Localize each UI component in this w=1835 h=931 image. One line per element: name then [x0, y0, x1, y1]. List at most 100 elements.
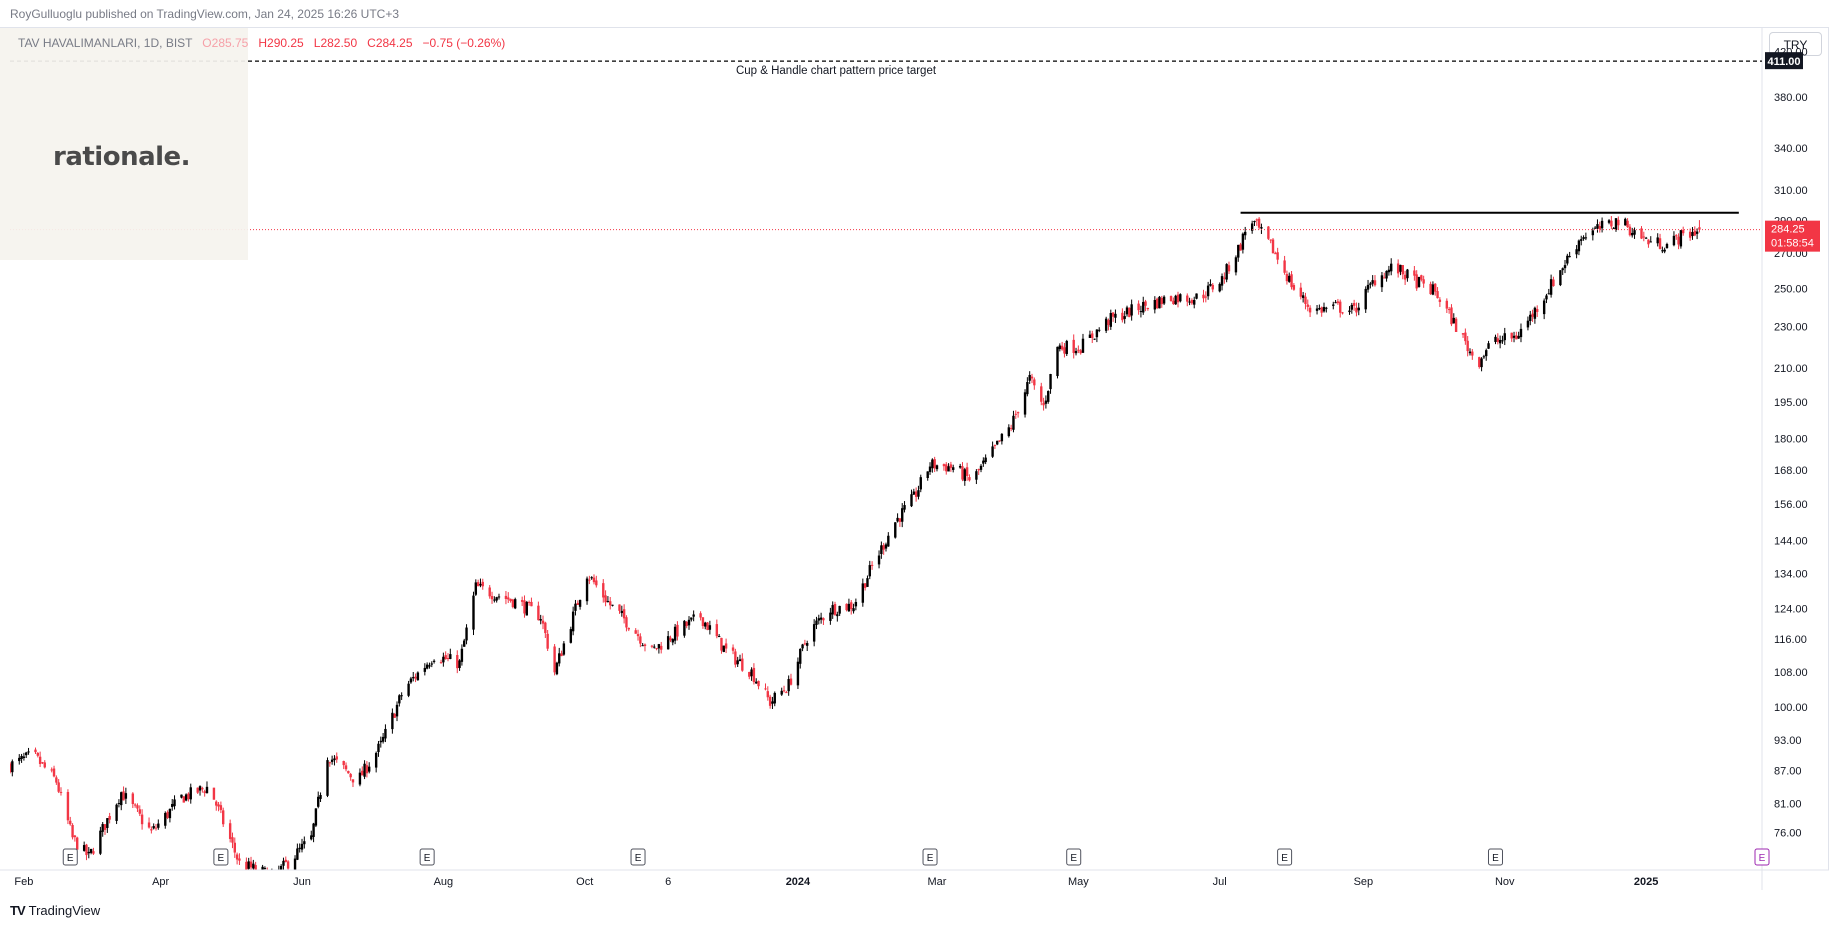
candle-body: [1255, 219, 1258, 221]
candle-body: [847, 603, 851, 612]
candle: [952, 464, 955, 473]
candle: [124, 787, 128, 804]
candle-body: [319, 795, 322, 799]
candle-body: [1206, 285, 1210, 297]
candle: [585, 576, 589, 605]
candle: [203, 789, 206, 797]
candle: [1364, 286, 1367, 313]
candle: [1211, 283, 1214, 293]
candle-body: [708, 625, 712, 630]
candle-body: [379, 740, 382, 743]
candle: [1220, 273, 1224, 291]
candle: [996, 440, 999, 446]
earnings-marker[interactable]: E: [213, 848, 229, 866]
earnings-marker[interactable]: E: [1066, 848, 1082, 866]
candle-body: [187, 793, 190, 800]
candle-body: [1299, 287, 1303, 297]
candle: [942, 463, 946, 471]
candle-body: [1401, 265, 1404, 275]
symbol-label[interactable]: TAV HAVALIMANLARI, 1D, BIST: [18, 36, 193, 50]
candle-body: [138, 809, 141, 814]
candle: [1552, 276, 1555, 287]
candle: [1028, 371, 1031, 384]
candle-body: [1162, 296, 1166, 304]
candle: [847, 598, 851, 613]
candle-body: [1647, 239, 1650, 245]
candle-body: [1559, 270, 1562, 286]
candle: [1494, 334, 1497, 345]
candle-body: [261, 866, 264, 870]
last-price-label: 284.25: [1771, 224, 1805, 236]
candle-body: [562, 643, 566, 655]
candle: [780, 687, 783, 696]
candle: [1468, 348, 1472, 356]
candle: [1478, 356, 1481, 369]
candle: [1649, 236, 1652, 243]
candle-body: [722, 645, 725, 652]
candle-body: [1009, 427, 1013, 429]
candle-body: [639, 636, 642, 644]
candle-body: [1320, 307, 1323, 313]
candle-body: [996, 440, 999, 445]
candle-body: [717, 636, 721, 638]
candle: [479, 578, 482, 588]
candle-body: [912, 491, 916, 495]
candle-body: [588, 579, 591, 581]
candle: [622, 604, 626, 624]
earnings-marker[interactable]: E: [630, 848, 646, 866]
candle-body: [979, 465, 983, 470]
candle: [59, 787, 63, 796]
candle: [833, 601, 837, 616]
earnings-marker[interactable]: E: [419, 848, 435, 866]
candle-body: [1301, 295, 1305, 298]
candle: [815, 616, 818, 630]
candle-body: [829, 612, 832, 621]
candle-body: [1049, 374, 1052, 390]
candle: [1501, 335, 1504, 344]
currency-selector[interactable]: TRY: [1769, 32, 1822, 56]
candle: [1269, 239, 1272, 244]
upcoming-earnings-marker[interactable]: E: [1754, 848, 1770, 866]
candle-body: [131, 793, 135, 805]
earnings-marker[interactable]: E: [922, 848, 938, 866]
chart-frame: [0, 27, 1829, 870]
earnings-marker[interactable]: E: [62, 848, 78, 866]
candle-body: [504, 595, 508, 599]
candle-body: [1260, 227, 1263, 229]
candle: [1047, 390, 1050, 404]
candle: [861, 578, 865, 607]
candle: [76, 836, 79, 851]
candle: [73, 834, 77, 842]
candle: [1315, 305, 1319, 315]
candle-body: [1665, 244, 1669, 249]
candle: [1672, 231, 1676, 247]
candle-body: [1461, 333, 1465, 335]
y-tick-label: 230.00: [1774, 321, 1808, 333]
candle-body: [407, 683, 410, 696]
candle: [917, 485, 920, 500]
candle: [673, 623, 677, 645]
y-tick-label: 76.00: [1774, 827, 1802, 839]
candle: [1137, 300, 1140, 315]
candle-body: [1698, 227, 1701, 230]
earnings-marker-box: [1066, 848, 1082, 866]
candle-body: [877, 555, 881, 565]
candle-body: [850, 602, 853, 610]
candle: [361, 766, 364, 776]
candle-body: [344, 765, 348, 770]
candle: [604, 590, 607, 607]
candle: [1079, 349, 1082, 355]
candle-body: [815, 620, 818, 625]
candle-body: [1274, 253, 1277, 255]
earnings-marker[interactable]: E: [1277, 848, 1293, 866]
ohlc-legend[interactable]: TAV HAVALIMANLARI, 1D, BIST O285.75 H290…: [18, 36, 505, 50]
candle: [650, 644, 654, 649]
candle-body: [546, 633, 549, 649]
candle: [268, 871, 270, 880]
candle-body: [1190, 300, 1194, 304]
candle-body: [381, 736, 385, 742]
candle-body: [1072, 339, 1075, 353]
earnings-marker[interactable]: E: [1487, 848, 1503, 866]
footer-brand[interactable]: TV TradingView: [10, 903, 100, 918]
